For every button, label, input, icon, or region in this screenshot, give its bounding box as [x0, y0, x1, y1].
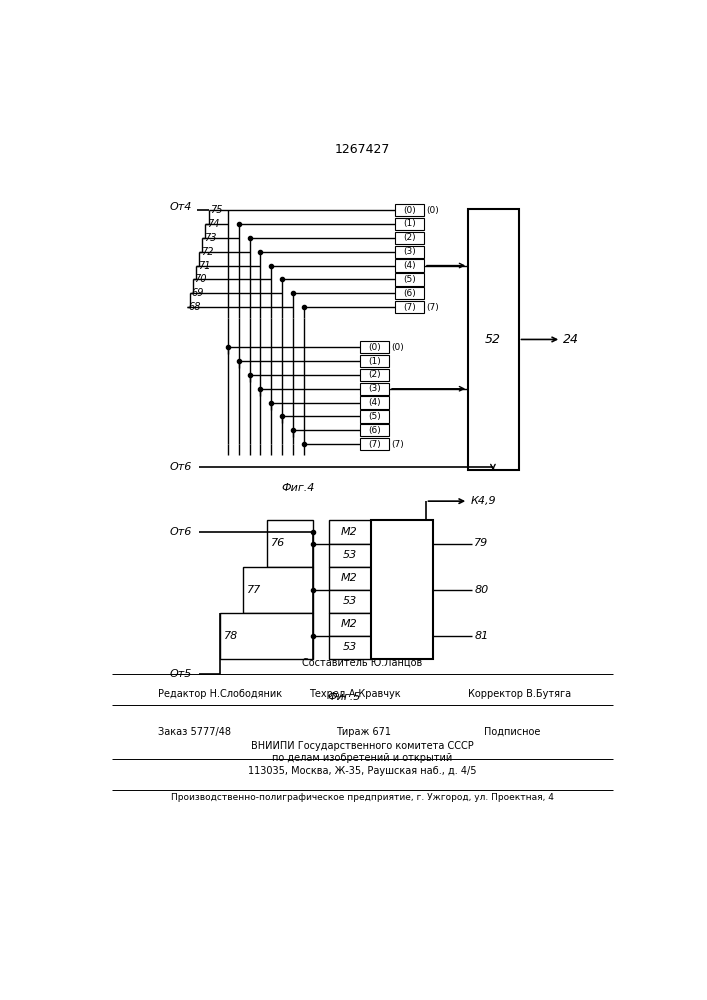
- Text: по делам изобретений и открытий: по делам изобретений и открытий: [271, 753, 452, 763]
- Text: Корректор В.Бутяга: Корректор В.Бутяга: [468, 689, 571, 699]
- Text: (3): (3): [403, 247, 416, 256]
- Text: Составитель Ю.Ланцов: Составитель Ю.Ланцов: [302, 658, 422, 668]
- Text: От6: От6: [170, 462, 192, 472]
- Bar: [243, 567, 313, 613]
- Bar: [395, 259, 424, 272]
- Bar: [360, 355, 389, 367]
- Text: От5: От5: [170, 669, 192, 679]
- Text: М2: М2: [341, 619, 358, 629]
- Bar: [395, 287, 424, 299]
- Text: От4: От4: [170, 202, 192, 212]
- Text: Тираж 671: Тираж 671: [337, 727, 392, 737]
- Bar: [371, 520, 433, 659]
- Text: (1): (1): [403, 219, 416, 228]
- Bar: [329, 590, 371, 613]
- Text: (7): (7): [426, 303, 439, 312]
- Text: 72: 72: [201, 247, 214, 257]
- Text: М2: М2: [341, 527, 358, 537]
- Text: Заказ 5777/48: Заказ 5777/48: [158, 727, 231, 737]
- Text: (5): (5): [368, 412, 381, 421]
- Text: (0): (0): [368, 343, 381, 352]
- Text: 53: 53: [342, 550, 356, 560]
- Text: Фиг.4: Фиг.4: [281, 483, 315, 493]
- Text: (7): (7): [368, 440, 381, 449]
- Text: От6: От6: [170, 527, 192, 537]
- Text: К4,9: К4,9: [470, 496, 496, 506]
- Bar: [360, 410, 389, 423]
- Text: Техред А.Кравчук: Техред А.Кравчук: [309, 689, 401, 699]
- Bar: [329, 567, 371, 590]
- Bar: [360, 438, 389, 450]
- Bar: [360, 341, 389, 353]
- Bar: [395, 204, 424, 216]
- Text: (1): (1): [368, 357, 381, 366]
- Text: (5): (5): [403, 275, 416, 284]
- Bar: [360, 369, 389, 381]
- Bar: [395, 232, 424, 244]
- Bar: [329, 520, 371, 544]
- Bar: [360, 383, 389, 395]
- Text: (7): (7): [392, 440, 404, 449]
- Text: 73: 73: [204, 233, 216, 243]
- Text: 53: 53: [342, 596, 356, 606]
- Text: (0): (0): [426, 206, 439, 215]
- Bar: [395, 218, 424, 230]
- Text: (2): (2): [368, 370, 380, 379]
- Bar: [329, 613, 371, 636]
- Text: 68: 68: [188, 302, 201, 312]
- Text: (0): (0): [403, 206, 416, 215]
- Bar: [329, 636, 371, 659]
- Text: Подписное: Подписное: [484, 727, 540, 737]
- Bar: [395, 301, 424, 313]
- Text: 77: 77: [247, 585, 262, 595]
- Bar: [395, 273, 424, 286]
- Text: (4): (4): [403, 261, 416, 270]
- Text: Редактор Н.Слободяник: Редактор Н.Слободяник: [158, 689, 282, 699]
- Text: (0): (0): [392, 343, 404, 352]
- Text: М2: М2: [341, 573, 358, 583]
- Text: Фиг.5: Фиг.5: [327, 692, 361, 702]
- Text: 69: 69: [192, 288, 204, 298]
- Text: (4): (4): [368, 398, 380, 407]
- Text: 70: 70: [194, 274, 207, 284]
- Text: 76: 76: [271, 538, 285, 548]
- Text: 75: 75: [210, 205, 223, 215]
- Text: 74: 74: [207, 219, 219, 229]
- Text: 79: 79: [474, 538, 489, 548]
- Text: 1267427: 1267427: [334, 143, 390, 156]
- Bar: [267, 520, 313, 567]
- Text: 80: 80: [474, 585, 489, 595]
- Text: 24: 24: [563, 333, 580, 346]
- Text: 71: 71: [198, 261, 210, 271]
- Text: (6): (6): [403, 289, 416, 298]
- Bar: [395, 246, 424, 258]
- Text: (2): (2): [403, 233, 416, 242]
- Bar: [220, 613, 313, 659]
- Text: Производственно-полиграфическое предприятие, г. Ужгород, ул. Проектная, 4: Производственно-полиграфическое предприя…: [170, 793, 554, 802]
- Text: (6): (6): [368, 426, 381, 435]
- Bar: [360, 424, 389, 436]
- Bar: [468, 209, 518, 470]
- Text: 52: 52: [485, 333, 501, 346]
- Bar: [329, 544, 371, 567]
- Text: (7): (7): [403, 303, 416, 312]
- Text: 78: 78: [224, 631, 238, 641]
- Bar: [360, 396, 389, 409]
- Text: ВНИИПИ Государственного комитета СССР: ВНИИПИ Государственного комитета СССР: [250, 741, 473, 751]
- Text: 113035, Москва, Ж-35, Раушская наб., д. 4/5: 113035, Москва, Ж-35, Раушская наб., д. …: [247, 766, 477, 776]
- Text: 81: 81: [474, 631, 489, 641]
- Text: (3): (3): [368, 384, 381, 393]
- Text: 53: 53: [342, 642, 356, 652]
